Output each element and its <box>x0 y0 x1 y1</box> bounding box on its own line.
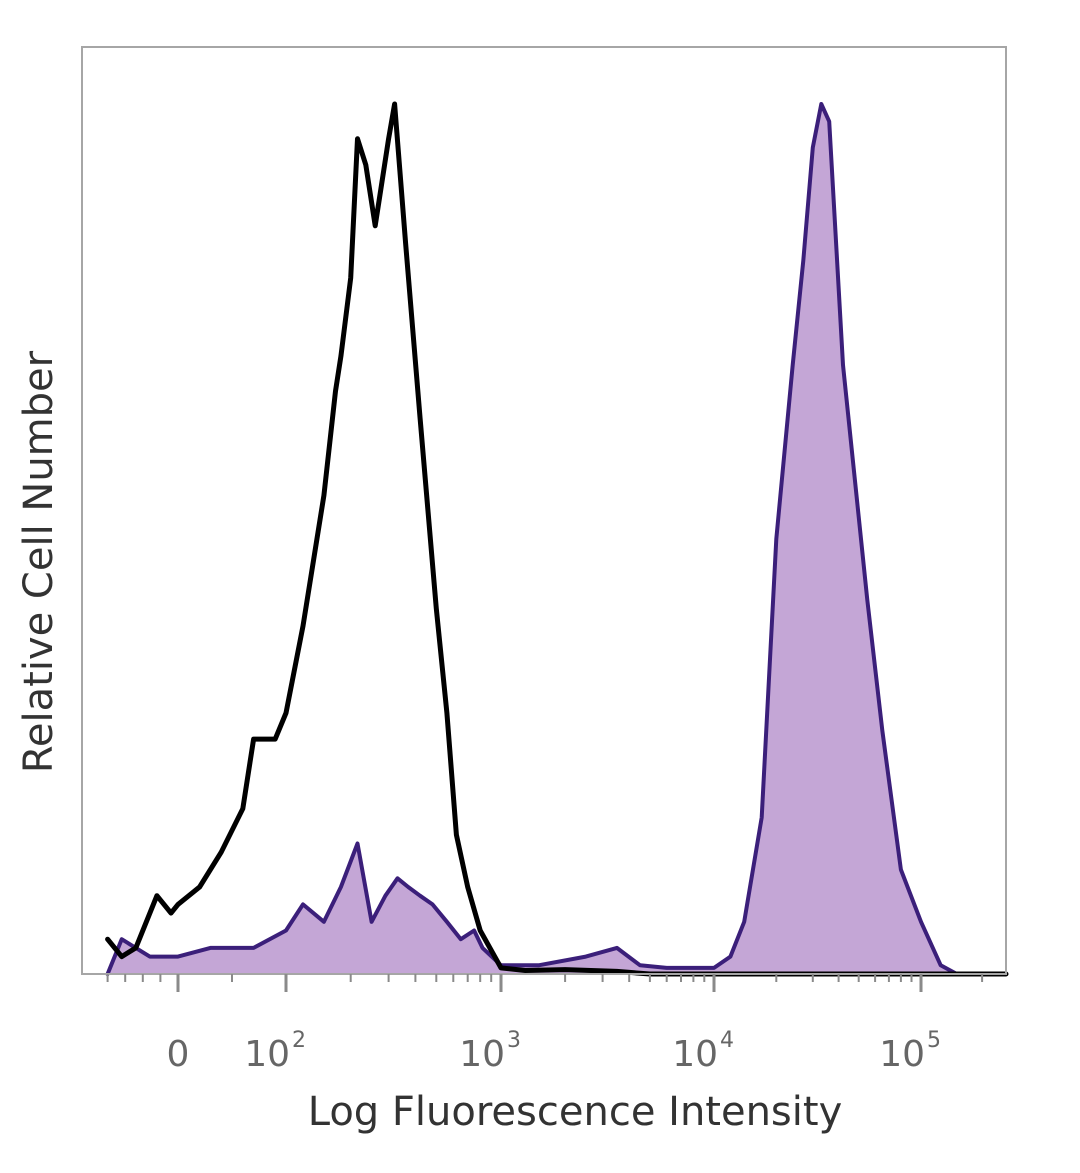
plot-frame <box>81 46 1007 975</box>
x-tick-label-1: 10 2 <box>244 1028 306 1075</box>
x-axis-title: Log Fluorescence Intensity <box>308 1089 843 1135</box>
x-tick-label-exp-4: 5 <box>927 1028 941 1053</box>
x-tick-label-4: 10 5 <box>879 1028 941 1075</box>
x-tick-label-base-4: 10 <box>879 1034 925 1075</box>
series-layer <box>105 101 1009 977</box>
series-0-area <box>107 104 1007 974</box>
series-0-line <box>105 102 1008 976</box>
x-tick-label-3: 10 4 <box>672 1028 734 1075</box>
x-tick-label-base-0: 0 <box>167 1034 190 1075</box>
major-tick-layer <box>176 974 923 992</box>
x-tick-label-0: 0 <box>167 1034 190 1075</box>
x-tick-label-exp-3: 4 <box>720 1028 734 1053</box>
y-axis-title: Relative Cell Number <box>16 350 62 773</box>
x-tick-label-base-1: 10 <box>244 1034 290 1075</box>
series-1-line <box>105 101 1009 977</box>
x-tick-label-base-2: 10 <box>459 1034 505 1075</box>
x-tick-label-base-3: 10 <box>672 1034 718 1075</box>
x-tick-label-2: 10 3 <box>459 1028 521 1075</box>
x-tick-label-exp-2: 3 <box>507 1028 521 1053</box>
x-tick-label-exp-1: 2 <box>292 1028 306 1053</box>
minor-tick-layer <box>106 974 984 982</box>
tick-label-layer: 0 10 2 10 3 10 4 10 5 <box>167 1028 941 1075</box>
